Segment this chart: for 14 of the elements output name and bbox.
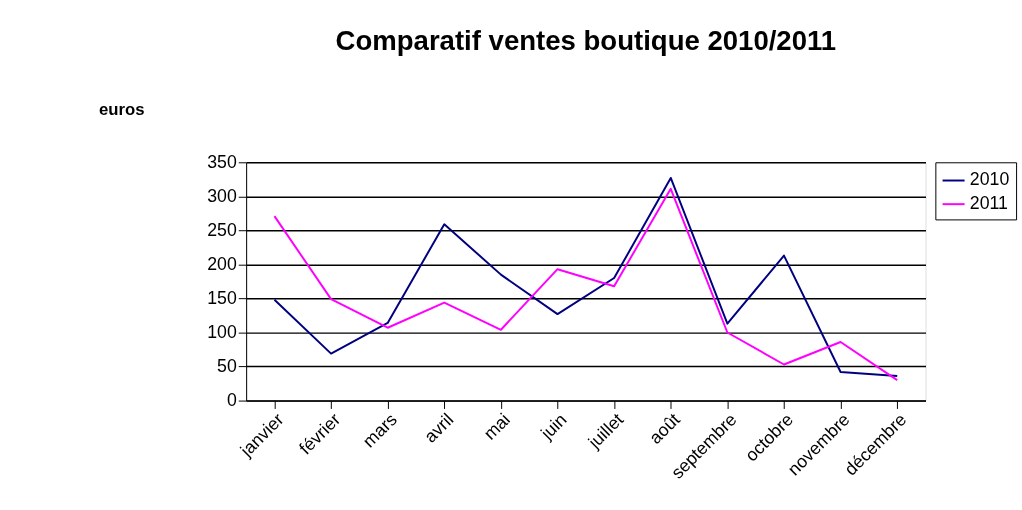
y-tick-label: 0 xyxy=(226,389,237,410)
y-tick-label: 150 xyxy=(207,287,237,308)
legend-label: 2011 xyxy=(969,193,1008,214)
y-tick-label: 250 xyxy=(207,219,237,240)
y-axis-title: euros xyxy=(98,99,145,119)
y-tick-label: 350 xyxy=(207,151,237,172)
y-tick-label: 200 xyxy=(207,253,237,274)
y-tick-label: 300 xyxy=(207,185,237,206)
legend-label: 2010 xyxy=(969,169,1010,190)
x-tick-label: juin xyxy=(536,409,571,444)
y-tick-label: 50 xyxy=(217,355,237,376)
y-tick-label: 100 xyxy=(207,321,237,342)
chart-title: Comparatif ventes boutique 2010/2011 xyxy=(335,25,837,57)
x-tick-label: mai xyxy=(479,409,514,444)
